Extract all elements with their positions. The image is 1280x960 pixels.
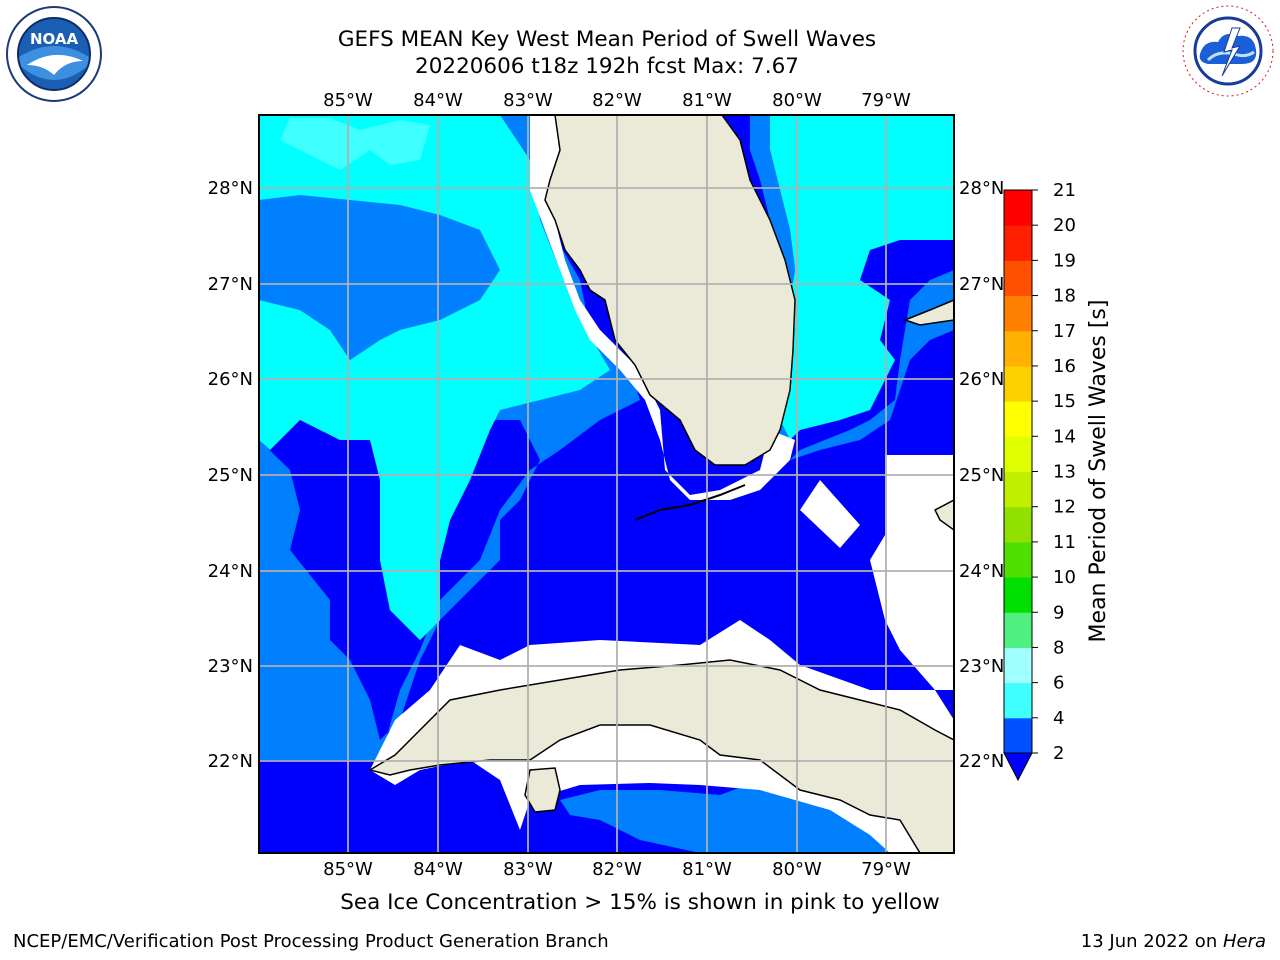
swell-band-6-8-atlantic <box>770 115 954 440</box>
colorbar-segment <box>1004 647 1032 684</box>
lat-label: 23°N <box>959 656 1004 677</box>
colorbar-tick-label: 14 <box>1053 426 1076 447</box>
swell-band-4-6-caribbean <box>560 780 900 853</box>
bahamas-andros <box>934 499 954 531</box>
colorbar-tick-label: 8 <box>1053 637 1064 658</box>
lat-label: 26°N <box>959 369 1004 390</box>
chart-subtitle: 20220606 t18z 192h fcst Max: 7.67 <box>415 54 799 79</box>
lon-label: 84°W <box>413 90 463 111</box>
colorbar-segment <box>1004 577 1032 613</box>
colorbar-label: Mean Period of Swell Waves [s] <box>1086 300 1111 643</box>
colorbar-tick-label: 16 <box>1053 356 1076 377</box>
graticule <box>259 115 954 853</box>
colorbar-segment <box>1004 365 1032 402</box>
colorbar-segment <box>1004 260 1032 297</box>
swell-band-6-8-gulf <box>259 115 610 640</box>
colorbar-segment <box>1004 295 1032 332</box>
lon-label: 80°W <box>772 859 822 880</box>
colorbar-tick-label: 4 <box>1053 708 1064 729</box>
lat-label: 27°N <box>959 274 1004 295</box>
nws-logo-icon <box>1182 5 1274 97</box>
bahamas-grand <box>902 299 954 326</box>
colorbar-segment <box>1004 717 1032 754</box>
lon-label: 79°W <box>861 90 911 111</box>
colorbar-tick-label: 6 <box>1053 673 1064 694</box>
cuba-land <box>368 659 954 853</box>
colorbar-segment <box>1004 506 1032 543</box>
lat-label: 26°N <box>208 369 253 390</box>
lat-labels-right: 28°N 27°N 26°N 25°N 24°N 23°N 22°N <box>959 178 1004 772</box>
sea-ice-note: Sea Ice Concentration > 15% is shown in … <box>340 890 940 915</box>
footer-credit: NCEP/EMC/Verification Post Processing Pr… <box>13 931 609 952</box>
footer-date: 13 Jun 2022 on Hera <box>1081 931 1266 952</box>
lon-label: 84°W <box>413 859 463 880</box>
colorbar-segment <box>1004 541 1032 578</box>
colorbar-tick-label: 10 <box>1053 567 1076 588</box>
lat-label: 25°N <box>959 465 1004 486</box>
colorbar-tick-label: 19 <box>1053 250 1076 271</box>
colorbar-tick-label: 21 <box>1053 180 1076 201</box>
colorbar-segment <box>1004 401 1032 437</box>
lon-label: 79°W <box>861 859 911 880</box>
lon-label: 83°W <box>503 90 553 111</box>
florida-keys <box>634 484 746 521</box>
colorbar-tick-label: 18 <box>1053 286 1076 307</box>
colorbar-tick-label: 13 <box>1053 462 1076 483</box>
map-border <box>258 114 955 854</box>
noaa-logo-text: NOAA <box>30 30 79 48</box>
lon-label: 82°W <box>592 859 642 880</box>
lat-label: 22°N <box>208 751 253 772</box>
colorbar-tick-label: 12 <box>1053 497 1076 518</box>
colorbar-segment <box>1004 612 1032 648</box>
lon-labels-bottom: 85°W 84°W 83°W 82°W 81°W 80°W 79°W <box>323 859 911 880</box>
noaa-logo-icon: NOAA <box>6 6 102 102</box>
lat-label: 24°N <box>208 561 253 582</box>
undefined-region-box <box>800 480 860 548</box>
isla-juventud <box>524 767 561 813</box>
colorbar-tick-label: 2 <box>1053 743 1064 764</box>
lat-label: 28°N <box>959 178 1004 199</box>
lon-label: 80°W <box>772 90 822 111</box>
colorbar-segment <box>1004 471 1032 508</box>
lon-label: 82°W <box>592 90 642 111</box>
swell-band-8-9-gulf <box>280 118 430 170</box>
colorbar-tick-label: 9 <box>1053 602 1064 623</box>
lat-labels-left: 28°N 27°N 26°N 25°N 24°N 23°N 22°N <box>208 178 253 772</box>
undefined-region-fl-west <box>530 115 795 500</box>
footer-host: Hera <box>1222 931 1266 952</box>
lon-label: 83°W <box>503 859 553 880</box>
lon-label: 81°W <box>682 859 732 880</box>
colorbar-segment <box>1004 225 1032 261</box>
lon-label: 85°W <box>323 90 373 111</box>
colorbar-tick-label: 20 <box>1053 215 1076 236</box>
lat-label: 28°N <box>208 178 253 199</box>
lat-label: 23°N <box>208 656 253 677</box>
undefined-region-cuba-north <box>370 620 954 853</box>
colorbar-tick-label: 15 <box>1053 391 1076 412</box>
colorbar-segment <box>1004 190 1032 226</box>
lat-label: 22°N <box>959 751 1004 772</box>
chart-title: GEFS MEAN Key West Mean Period of Swell … <box>337 27 877 52</box>
colorbar-tick-label: 11 <box>1053 532 1076 553</box>
lat-label: 27°N <box>208 274 253 295</box>
colorbar-segment <box>1004 436 1032 472</box>
colorbar-tick-label: 17 <box>1053 321 1076 342</box>
undefined-region-east <box>870 455 954 690</box>
colorbar-segment <box>1004 330 1032 367</box>
lat-label: 25°N <box>208 465 253 486</box>
lon-label: 85°W <box>323 859 373 880</box>
map-plot-area <box>259 115 954 853</box>
lon-labels-top: 85°W 84°W 83°W 82°W 81°W 80°W 79°W <box>323 90 911 111</box>
colorbar-segment <box>1004 682 1032 719</box>
lon-label: 81°W <box>682 90 732 111</box>
footer-date-text: 13 Jun 2022 on <box>1080 931 1223 952</box>
lat-label: 24°N <box>959 561 1004 582</box>
colorbar: 2 4 6 8 9 10 11 12 13 14 15 16 17 18 19 20 21 <box>1003 180 1076 782</box>
florida-land <box>544 115 796 466</box>
colorbar-extension <box>1003 752 1033 782</box>
